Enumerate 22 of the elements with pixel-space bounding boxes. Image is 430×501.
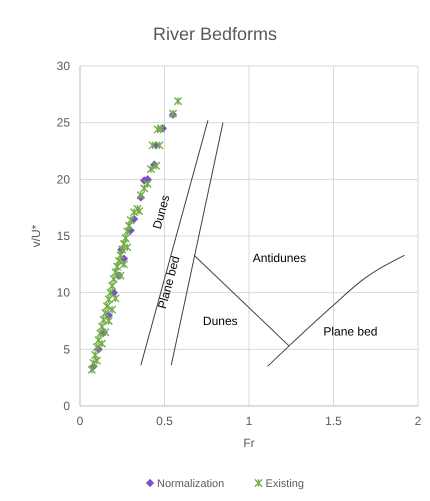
annotation: Dunes — [150, 193, 172, 231]
y-tick-label: 25 — [56, 116, 70, 130]
x-tick-label: 1 — [246, 414, 253, 428]
annotation: Dunes — [202, 314, 238, 328]
y-tick-label: 0 — [63, 399, 70, 413]
annotation: Antidunes — [252, 250, 306, 265]
y-tick-label: 5 — [63, 342, 70, 356]
legend-label: Existing — [266, 478, 304, 490]
x-tick-label: 1.5 — [325, 414, 342, 428]
y-tick-label: 30 — [56, 59, 70, 73]
x-tick-label: 0.5 — [156, 414, 174, 428]
x-tick-label: 0 — [76, 414, 84, 428]
y-axis-title: v/U* — [29, 224, 43, 248]
y-tick-label: 15 — [56, 229, 70, 243]
x-axis-title: Fr — [243, 436, 255, 450]
annotation: Plane bed — [323, 324, 378, 338]
chart-title: River Bedforms — [152, 24, 278, 44]
y-tick-label: 20 — [56, 172, 70, 186]
legend-label: Normalization — [157, 478, 224, 490]
y-tick-label: 10 — [56, 286, 70, 300]
annotation: Plane bed — [155, 254, 183, 310]
x-tick-label: 2 — [414, 414, 422, 428]
